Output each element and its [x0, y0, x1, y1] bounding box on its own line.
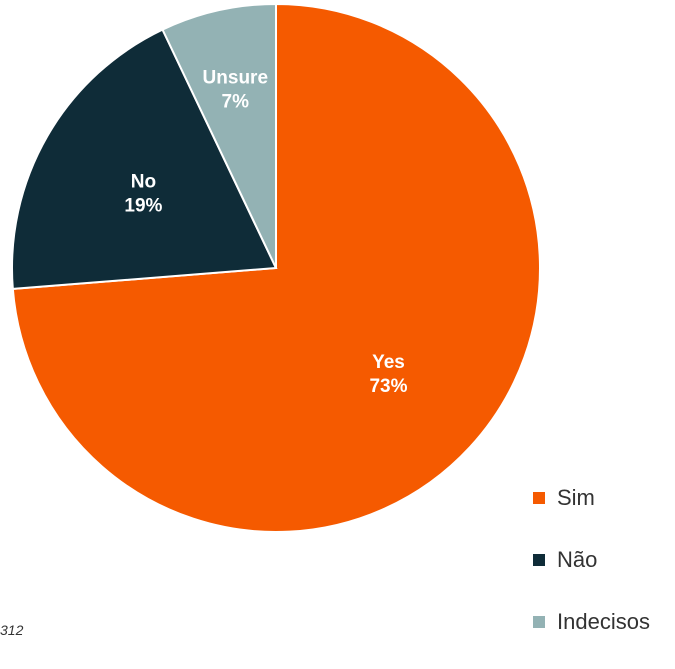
legend-item-nao: Não: [533, 545, 650, 575]
legend-label-nao: Não: [557, 547, 598, 572]
pie-slice-unsure: [161, 2, 277, 269]
legend-item-sim: Sim: [533, 483, 650, 513]
legend-swatch-indecisos: [533, 616, 545, 628]
legend-swatch-nao: [533, 554, 545, 566]
footnote: 312: [0, 622, 24, 638]
legend-swatch-sim: [533, 492, 545, 504]
slice-pct-unsure: 7%: [222, 92, 250, 113]
legend-label-indecisos: Indecisos: [557, 609, 650, 634]
slice-label-yes: Yes: [372, 352, 405, 373]
legend-item-indecisos: Indecisos: [533, 607, 650, 637]
pie-chart: Yes 73% No 19% Unsure 7%: [11, 2, 541, 533]
legend: Sim Não Indecisos: [533, 483, 650, 669]
slice-label-unsure: Unsure: [203, 68, 268, 89]
slice-pct-no: 19%: [124, 195, 162, 216]
slice-label-no: No: [131, 171, 156, 192]
legend-label-sim: Sim: [557, 485, 595, 510]
pie-slice-no: [11, 28, 278, 290]
slice-pct-yes: 73%: [369, 376, 407, 397]
